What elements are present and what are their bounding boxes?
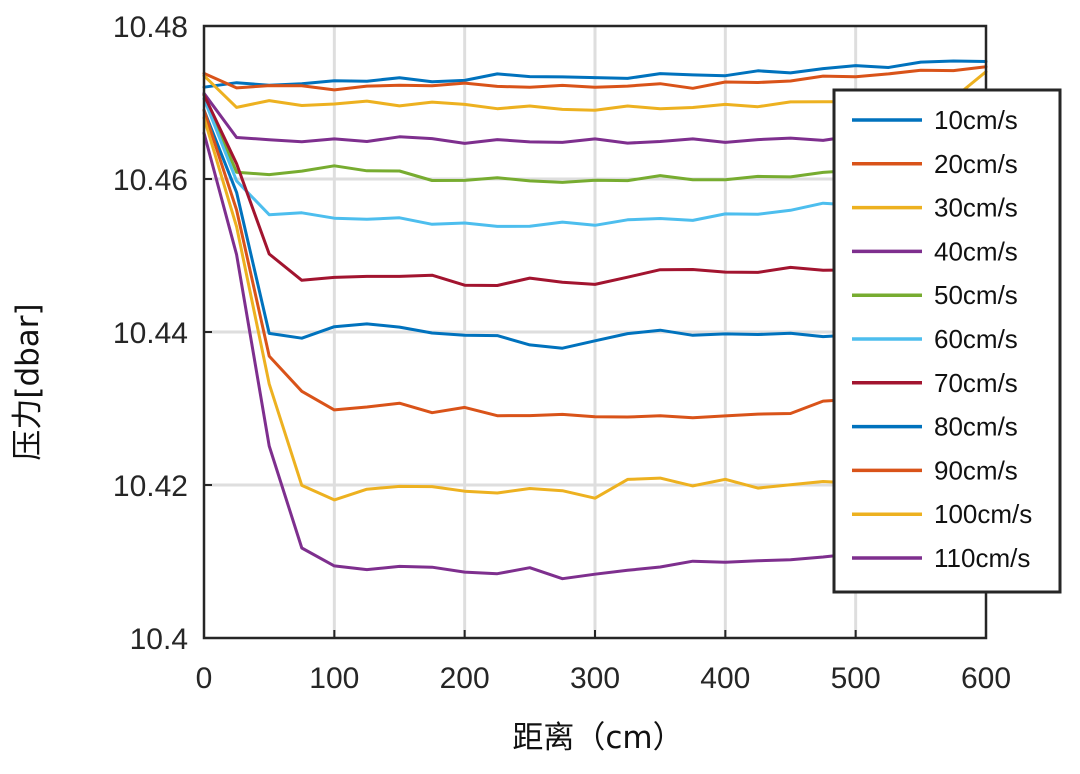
legend-label: 100cm/s xyxy=(934,499,1032,529)
y-tick-label: 10.4 xyxy=(130,623,188,656)
x-tick-label: 600 xyxy=(961,662,1011,695)
legend-label: 10cm/s xyxy=(934,105,1018,135)
legend-box xyxy=(832,88,1062,594)
y-tick-label: 10.44 xyxy=(113,317,188,350)
x-tick-label: 100 xyxy=(309,662,359,695)
axis-ticks xyxy=(203,25,987,639)
y-tick-label: 10.42 xyxy=(113,470,188,503)
legend-label: 90cm/s xyxy=(934,455,1018,485)
x-tick-labels: 0 100 200 300 400 500 600 xyxy=(196,662,1011,695)
legend-label: 40cm/s xyxy=(934,236,1018,266)
legend-label: 110cm/s xyxy=(934,543,1030,573)
y-tick-label: 10.48 xyxy=(113,11,188,44)
legend-label: 20cm/s xyxy=(934,149,1018,179)
y-tick-labels: 10.4 10.42 10.44 10.46 10.48 xyxy=(113,11,188,656)
legend-label: 50cm/s xyxy=(934,280,1018,310)
x-tick-label: 200 xyxy=(440,662,490,695)
x-axis-label: 距离（cm） xyxy=(512,720,683,756)
x-tick-label: 300 xyxy=(570,662,620,695)
x-tick-label: 0 xyxy=(196,662,213,695)
series-line-10cm-s xyxy=(202,59,988,89)
legend-label: 30cm/s xyxy=(934,193,1018,223)
legend-label: 80cm/s xyxy=(934,412,1018,442)
legend-label: 70cm/s xyxy=(934,368,1018,398)
x-tick-label: 400 xyxy=(700,662,750,695)
legend: 10cm/s 20cm/s 30cm/s 40cm/s 50cm/s 60cm/s 70cm… xyxy=(832,88,1062,594)
series-line-20cm-s xyxy=(202,65,988,92)
y-axis-label: 压力[dbar] xyxy=(10,303,46,460)
x-tick-label: 500 xyxy=(831,662,881,695)
y-tick-label: 10.46 xyxy=(113,164,188,197)
legend-label: 60cm/s xyxy=(934,324,1018,354)
